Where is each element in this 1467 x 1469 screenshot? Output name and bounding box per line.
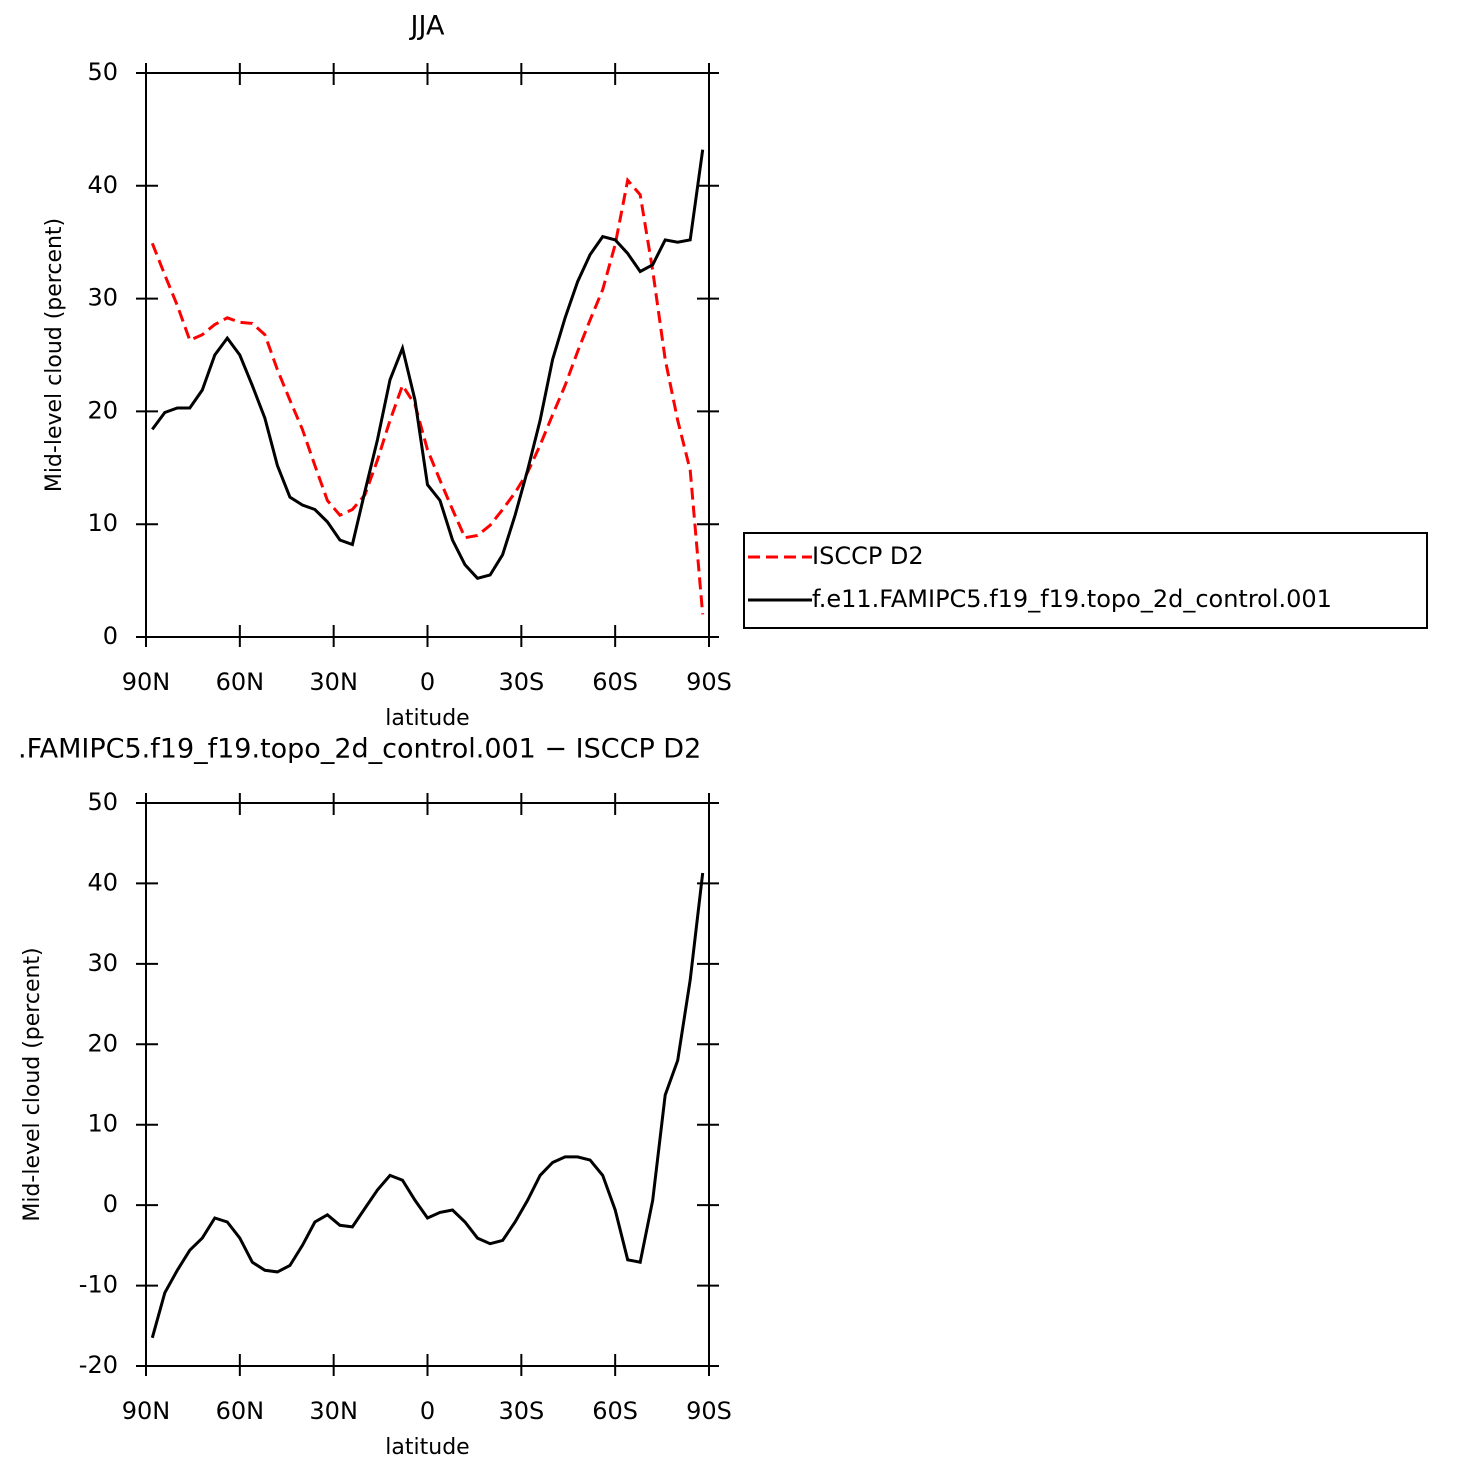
y-tick-label: 0: [103, 622, 118, 650]
chart-title: .FAMIPC5.f19_f19.topo_2d_control.001 − I…: [18, 734, 701, 765]
x-tick-label: 90N: [122, 1397, 171, 1425]
x-tick-label: 30N: [309, 1397, 358, 1425]
y-tick-label: -10: [79, 1271, 118, 1299]
legend-box: [743, 532, 1428, 629]
x-tick-label: 90S: [686, 1397, 732, 1425]
plot-frame: [145, 72, 710, 638]
legend-label: f.e11.FAMIPC5.f19_f19.topo_2d_control.00…: [812, 585, 1332, 613]
y-axis-label: Mid-level cloud (percent): [42, 218, 67, 492]
y-tick-label: 50: [87, 58, 118, 86]
x-tick-label: 60N: [216, 1397, 265, 1425]
y-tick-label: 20: [87, 1029, 118, 1057]
y-tick-label: 40: [87, 171, 118, 199]
x-tick-label: 30N: [309, 668, 358, 696]
x-tick-label: 30S: [498, 668, 544, 696]
x-tick-label: 90N: [122, 668, 171, 696]
y-tick-label: 30: [87, 949, 118, 977]
x-axis-label: latitude: [385, 1435, 469, 1460]
x-tick-label: 90S: [686, 668, 732, 696]
y-tick-label: 30: [87, 284, 118, 312]
x-tick-label: 0: [420, 1397, 435, 1425]
y-tick-label: -20: [79, 1351, 118, 1379]
y-axis-label: Mid-level cloud (percent): [20, 947, 45, 1221]
data-line: [150, 872, 705, 1339]
x-tick-label: 60S: [592, 1397, 638, 1425]
y-tick-label: 20: [87, 396, 118, 424]
x-tick-label: 30S: [498, 1397, 544, 1425]
plot-frame: [145, 802, 710, 1367]
legend-label: ISCCP D2: [812, 542, 924, 570]
x-axis-label: latitude: [385, 706, 469, 731]
x-tick-label: 60S: [592, 668, 638, 696]
data-line: [150, 176, 705, 615]
data-line: [151, 149, 705, 580]
y-tick-label: 0: [103, 1190, 118, 1218]
chart-title: JJA: [409, 11, 445, 42]
y-tick-label: 10: [87, 509, 118, 537]
x-tick-label: 60N: [216, 668, 265, 696]
x-tick-label: 0: [420, 668, 435, 696]
y-tick-label: 40: [87, 868, 118, 896]
y-tick-label: 50: [87, 788, 118, 816]
y-tick-label: 10: [87, 1110, 118, 1138]
